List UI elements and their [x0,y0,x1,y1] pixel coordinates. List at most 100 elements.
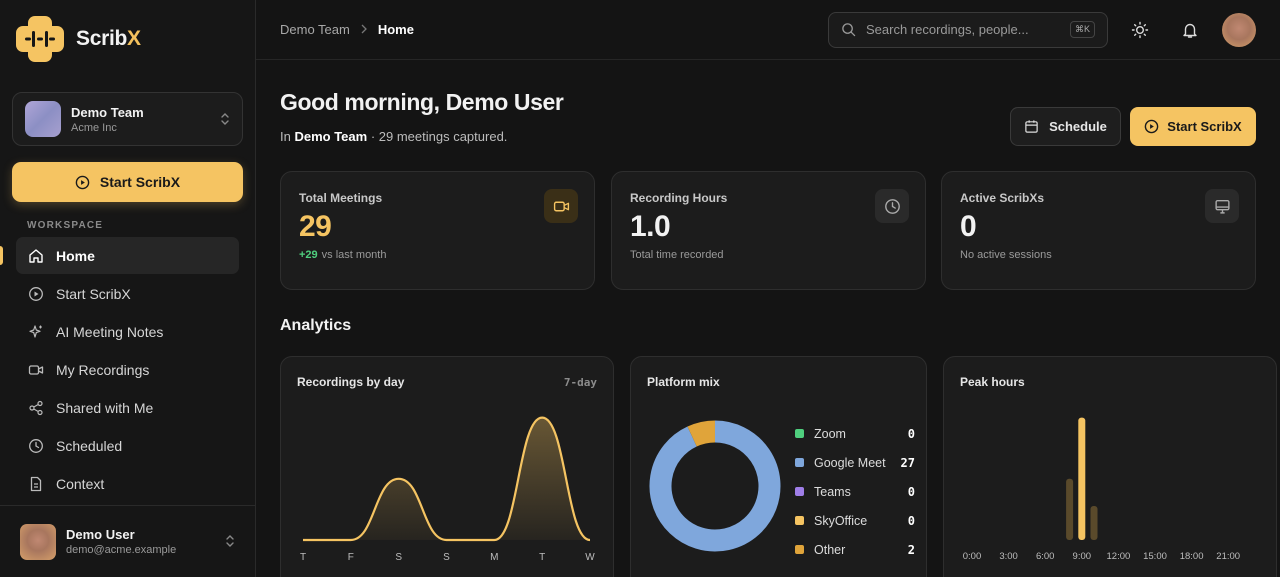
search-icon [842,23,856,37]
schedule-label: Schedule [1049,119,1107,134]
legend-item: Teams 0 [795,477,915,506]
sidebar-item-shared-with-me[interactable]: Shared with Me [16,389,239,426]
chart-platform-mix: Platform mix Zoom 0 Google Meet 27 Teams 0 Sky… [630,356,927,577]
breadcrumb-team[interactable]: Demo Team [280,22,350,37]
team-switcher[interactable]: Demo Team Acme Inc [12,92,243,146]
x-tick-label: W [585,552,595,563]
legend-label: Google Meet [814,455,886,470]
theme-toggle-button[interactable] [1122,12,1158,48]
clock-icon [29,438,43,453]
chevron-updown-icon [220,112,230,127]
stat-sub: Total time recorded [630,249,724,261]
sidebar-item-context[interactable]: Context [16,465,239,502]
sidebar-start-label: Start ScribX [99,174,181,190]
sidebar-item-label: AI Meeting Notes [56,323,164,340]
legend-item: Other 2 [795,535,915,564]
user-name: Demo User [66,527,135,542]
x-tick-label: 18:00 [1180,551,1204,562]
stat-title: Active ScribXs [960,191,1045,205]
profile-avatar[interactable] [1222,12,1256,47]
sidebar-item-ai-meeting-notes[interactable]: AI Meeting Notes [16,313,239,350]
sidebar-item-label: Home [56,247,95,264]
sidebar: ScribX Demo Team Acme Inc Start ScribX W… [0,0,256,577]
start-scribx-button[interactable]: Start ScribX [1130,107,1256,146]
play-circle-icon [29,286,43,301]
legend-swatch [795,487,804,496]
sidebar-item-home[interactable]: Home [0,237,239,274]
chart-recordings-by-day: Recordings by day 7-day T F S S M T W [280,356,614,577]
x-tick-label: M [490,552,498,563]
donut-slice [649,420,781,552]
stat-value: 0 [960,210,977,243]
sidebar-item-start-scribx[interactable]: Start ScribX [16,275,239,312]
area-fill [303,417,590,540]
legend-swatch [795,429,804,438]
sun-icon [1131,21,1149,38]
sidebar-item-scheduled[interactable]: Scheduled [16,427,239,464]
legend-swatch [795,545,804,554]
chart-title: Peak hours [960,375,1025,389]
user-email: demo@acme.example [66,544,177,556]
x-tick-label: 15:00 [1143,551,1167,562]
search-input[interactable]: Search recordings, people... ⌘K [828,11,1108,48]
legend-value: 2 [907,542,915,557]
calendar-icon [1025,120,1038,133]
legend-label: Teams [814,484,851,499]
stat-card-active-scribxs: Active ScribXs 0 No active sessions [941,171,1256,290]
monitor-icon [1205,189,1239,223]
x-tick-label: F [348,552,354,563]
bell-icon [1183,23,1197,38]
team-name: Demo Team [71,104,144,120]
share-icon [29,400,43,415]
search-shortcut: ⌘K [1069,21,1095,38]
sidebar-item-label: Start ScribX [56,285,131,302]
x-tick-label: S [443,552,450,563]
topbar: Demo Team Home Search recordings, people… [256,0,1280,60]
legend-label: SkyOffice [814,513,868,528]
workspace-section-label: WORKSPACE [27,220,104,231]
clock-icon [875,189,909,223]
brand[interactable]: ScribX [0,0,255,62]
stat-value: 29 [299,210,332,243]
x-tick-label: S [395,552,402,563]
hour-bar [1066,478,1074,540]
legend-label: Zoom [814,426,846,441]
scribx-logo-icon [16,16,64,62]
chevron-updown-icon [225,534,235,549]
sidebar-start-button[interactable]: Start ScribX [12,162,243,202]
search-placeholder: Search recordings, people... [866,22,1029,37]
stat-card-recording-hours: Recording Hours 1.0 Total time recorded [611,171,926,290]
legend-swatch [795,516,804,525]
main-content: Demo Team Home Search recordings, people… [256,0,1280,577]
home-icon [29,248,43,263]
legend-label: Other [814,542,846,557]
sidebar-item-my-recordings[interactable]: My Recordings [16,351,239,388]
chart-range-badge[interactable]: 7-day [563,376,597,389]
stat-sub: No active sessions [960,249,1052,261]
sidebar-item-label: Context [56,475,105,492]
schedule-button[interactable]: Schedule [1010,107,1121,146]
chart-title: Platform mix [647,375,720,389]
stat-card-total-meetings: Total Meetings 29 +29 vs last month [280,171,595,290]
legend-value: 27 [900,455,915,470]
hour-bar [1078,417,1086,540]
x-tick-label: 9:00 [1073,551,1092,562]
user-menu[interactable]: Demo User demo@acme.example [0,505,255,577]
bar-chart: 0:00 3:00 6:00 9:00 12:00 15:00 18:00 21:00 [963,417,1240,562]
page-subtitle: In Demo Team · 29 meetings captured. [280,129,508,144]
legend-item: Google Meet 27 [795,448,915,477]
breadcrumb: Demo Team Home [280,22,414,37]
hour-bar [1090,506,1098,540]
chart-peak-hours: Peak hours 0:00 3:00 6:00 9:00 12:00 15:00 18:… [943,356,1277,577]
team-avatar [25,101,61,137]
legend-value: 0 [907,426,915,441]
x-tick-label: 6:00 [1036,551,1055,562]
x-tick-label: 21:00 [1216,551,1240,562]
area-series-line [303,416,591,542]
breadcrumb-current: Home [377,22,414,37]
stat-sub: +29 vs last month [299,249,387,261]
notifications-button[interactable] [1172,12,1208,48]
x-tick-label: 3:00 [999,551,1018,562]
legend-swatch [795,458,804,467]
